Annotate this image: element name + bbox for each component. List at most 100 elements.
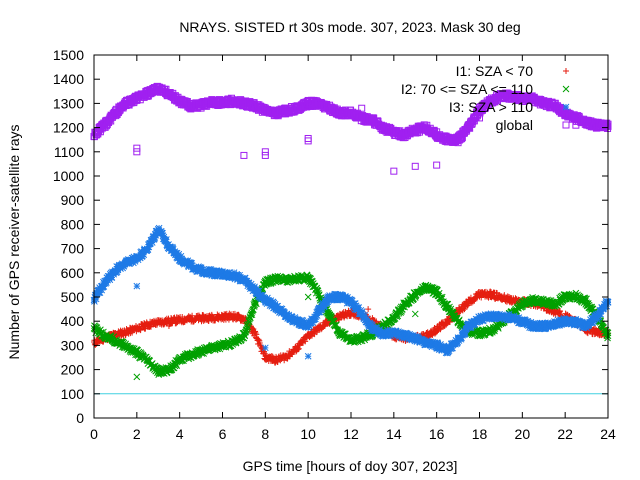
- outlier-point: [133, 282, 141, 290]
- data-point: [581, 295, 589, 302]
- outlier-point: [390, 167, 398, 175]
- outlier-point: [261, 151, 269, 159]
- data-point: [163, 236, 170, 243]
- data-point: [247, 280, 255, 288]
- data-point: [145, 243, 153, 251]
- outlier-point: [368, 114, 376, 122]
- data-point: [527, 318, 535, 326]
- outlier-point: [365, 306, 372, 313]
- data-point: [148, 239, 156, 246]
- outlier-point: [358, 104, 366, 112]
- data-point: [144, 246, 152, 254]
- data-point: [324, 308, 332, 315]
- data-point: [333, 321, 340, 328]
- data-point: [140, 251, 148, 259]
- data-point: [100, 283, 108, 290]
- data-point: [194, 268, 202, 276]
- data-point: [358, 308, 366, 315]
- data-point: [597, 310, 605, 318]
- data-point: [477, 312, 485, 320]
- outlier-point: [165, 323, 172, 330]
- outlier-point: [572, 121, 580, 129]
- data-point: [264, 294, 271, 302]
- data-point: [295, 345, 302, 352]
- data-point: [491, 327, 498, 335]
- data-point: [96, 289, 104, 296]
- outlier-point: [133, 148, 141, 156]
- data-point: [361, 311, 369, 319]
- data-point: [363, 315, 371, 323]
- data-point: [147, 240, 154, 247]
- data-point: [309, 278, 316, 285]
- data-point: [309, 319, 317, 327]
- series-2: [90, 224, 612, 360]
- data-point: [315, 289, 322, 297]
- data-point: [214, 272, 222, 280]
- data-point: [515, 314, 523, 321]
- chart-title: NRAYS. SISTED rt 30s mode. 307, 2023. Ma…: [179, 19, 520, 35]
- data-point: [92, 295, 100, 303]
- data-point: [406, 330, 414, 338]
- data-point: [351, 300, 359, 307]
- data-point: [155, 224, 163, 232]
- y-axis-label: Number of GPS receiver-satellite rays: [6, 125, 22, 360]
- data-point: [168, 365, 175, 372]
- data-point: [603, 302, 611, 310]
- data-point: [576, 322, 584, 330]
- series-3: [90, 82, 612, 175]
- data-point: [255, 287, 263, 295]
- data-point: [177, 252, 185, 260]
- data-point: [151, 234, 159, 241]
- data-point: [171, 248, 179, 255]
- data-point: [245, 318, 253, 326]
- data-point: [330, 295, 337, 303]
- data-point: [252, 300, 260, 308]
- data-point: [278, 305, 286, 313]
- outlier-point: [240, 151, 248, 159]
- data-point: [249, 307, 256, 315]
- data-point: [458, 334, 465, 342]
- data-point: [462, 329, 469, 337]
- outlier-point: [304, 352, 312, 360]
- data-point: [593, 316, 601, 323]
- outlier-point: [133, 144, 141, 152]
- outlier-point: [461, 306, 468, 313]
- data-point: [568, 320, 576, 328]
- data-point: [285, 311, 293, 319]
- outlier-point: [133, 373, 141, 381]
- data-point: [295, 317, 303, 325]
- data-point: [172, 361, 180, 368]
- outlier-point: [304, 134, 312, 142]
- outlier-point: [433, 161, 441, 169]
- data-point: [103, 279, 110, 286]
- data-point: [245, 279, 253, 287]
- data-point: [316, 308, 324, 316]
- outlier-point: [465, 124, 473, 132]
- data-point: [108, 274, 116, 281]
- outlier-point: [304, 293, 312, 301]
- data-point: [321, 302, 328, 310]
- data-point: [449, 344, 456, 352]
- data-point: [98, 286, 106, 294]
- data-point: [259, 291, 267, 299]
- data-point: [480, 317, 487, 324]
- outlier-point: [476, 114, 483, 122]
- series-layer: [90, 82, 612, 381]
- data-point: [519, 320, 527, 328]
- data-point: [242, 328, 249, 336]
- outlier-point: [411, 162, 419, 170]
- data-point: [154, 229, 162, 237]
- data-point: [524, 317, 532, 325]
- data-point: [478, 294, 485, 301]
- outlier-point: [411, 310, 419, 318]
- x-axis-label: GPS time [hours of doy 307, 2023]: [243, 458, 458, 474]
- data-point: [355, 304, 363, 311]
- data-point: [434, 340, 442, 348]
- data-point: [464, 302, 471, 309]
- outlier-point: [261, 148, 269, 156]
- data-point: [313, 312, 321, 319]
- outlier-point: [261, 344, 269, 352]
- data-point: [236, 271, 243, 279]
